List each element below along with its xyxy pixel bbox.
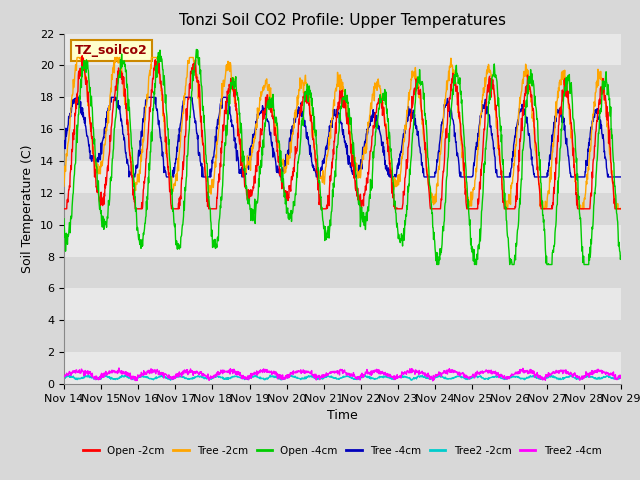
Bar	[64, 352, 621, 384]
Bar	[64, 257, 621, 288]
Bar	[64, 193, 621, 225]
Bar	[64, 320, 621, 352]
Bar	[64, 65, 621, 97]
Y-axis label: Soil Temperature (C): Soil Temperature (C)	[22, 144, 35, 273]
Text: TZ_soilco2: TZ_soilco2	[75, 44, 148, 57]
Bar	[64, 34, 621, 65]
Bar	[64, 97, 621, 129]
Title: Tonzi Soil CO2 Profile: Upper Temperatures: Tonzi Soil CO2 Profile: Upper Temperatur…	[179, 13, 506, 28]
X-axis label: Time: Time	[327, 409, 358, 422]
Bar	[64, 288, 621, 320]
Bar	[64, 161, 621, 193]
Bar	[64, 225, 621, 257]
Bar	[64, 129, 621, 161]
Legend: Open -2cm, Tree -2cm, Open -4cm, Tree -4cm, Tree2 -2cm, Tree2 -4cm: Open -2cm, Tree -2cm, Open -4cm, Tree -4…	[79, 442, 605, 460]
